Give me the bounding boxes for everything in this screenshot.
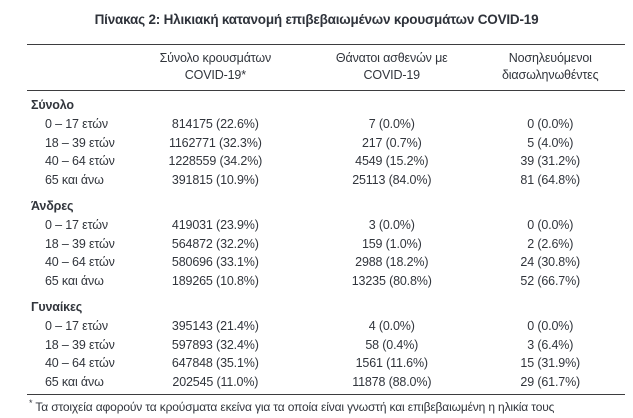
intubated-cell: 39 (31.2%) — [520, 154, 581, 168]
deaths-cell: 13235 (80.8%) — [351, 273, 432, 288]
age-cell: 0 – 17 ετών — [45, 319, 108, 333]
cases-cell: 564872 (32.2%) — [171, 236, 259, 251]
age-cell: 0 – 17 ετών — [45, 117, 108, 131]
deaths-cell: 25113 (84.0%) — [352, 172, 432, 187]
cases-cell: 202545 (11.0%) — [172, 374, 259, 389]
intubated-cell: 52 (66.7%) — [520, 273, 581, 288]
table-row: 65 και άνω 391815 (10.9%) 25113 (84.0%) 81 … — [27, 171, 625, 193]
table-row: 65 και άνω 202545 (11.0%) 11878 (88.0%) 29 … — [27, 373, 625, 395]
covid-age-table-wrap: Σύνολο κρουσμάτων COVID-19* Θάνατοι ασθε… — [27, 44, 625, 395]
section-header-row: Γυναίκες — [27, 293, 625, 317]
table-row: 18 – 39 ετών 564872 (32.2%) 159 (1.0%) 2 (2… — [27, 235, 625, 254]
header-empty-cell — [27, 45, 123, 91]
deaths-cell: 4549 (15.2%) — [355, 154, 429, 168]
cases-cell: 391815 (10.9%) — [171, 172, 259, 187]
header-total-cases-line1: Σύνολο κρουσμάτων — [159, 51, 272, 65]
cases-cell: 580696 (33.1%) — [171, 255, 259, 269]
cases-cell: 597893 (32.4%) — [171, 337, 259, 352]
header-intubated-line1: Νοσηλευόμενοι — [508, 51, 592, 65]
header-total-cases: Σύνολο κρουσμάτων COVID-19* — [123, 45, 308, 91]
age-cell: 40 – 64 ετών — [45, 356, 115, 370]
table-row: 0 – 17 ετών 814175 (22.6%) 7 (0.0%) 0 (0.0%… — [27, 115, 625, 134]
intubated-cell: 3 (6.4%) — [527, 337, 574, 352]
cases-cell: 1162771 (32.3%) — [168, 135, 262, 150]
header-deaths-line1: Θάνατοι ασθενών με — [335, 51, 448, 65]
deaths-cell: 1561 (11.6%) — [355, 356, 428, 370]
intubated-cell: 81 (64.8%) — [520, 172, 581, 187]
deaths-cell: 4 (0.0%) — [368, 319, 415, 333]
age-cell: 0 – 17 ετών — [45, 218, 108, 232]
section-label: Άνδρες — [31, 199, 74, 214]
header-intubated-line2: διασωληνωθέντες — [502, 68, 599, 82]
table-row: 65 και άνω 189265 (10.8%) 13235 (80.8%) 52 … — [27, 272, 625, 294]
table-row: 0 – 17 ετών 419031 (23.9%) 3 (0.0%) 0 (0.0%… — [27, 216, 625, 235]
section-label: Γυναίκες — [31, 300, 83, 315]
age-cell: 18 – 39 ετών — [45, 135, 115, 150]
table-body: Σύνολο 0 – 17 ετών 814175 (22.6%) 7 (0.0%) 0… — [27, 91, 625, 395]
age-cell: 40 – 64 ετών — [45, 154, 115, 168]
table-row: 40 – 64 ετών 580696 (33.1%) 2988 (18.2%) 24… — [27, 253, 625, 272]
age-cell: 18 – 39 ετών — [45, 337, 115, 352]
cases-cell: 1228559 (34.2%) — [168, 154, 263, 168]
intubated-cell: 24 (30.8%) — [520, 255, 581, 269]
age-cell: 18 – 39 ετών — [45, 236, 115, 251]
deaths-cell: 3 (0.0%) — [368, 218, 415, 232]
page-title: Πίνακας 2: Ηλικιακή κατανομή επιβεβαιωμέ… — [94, 12, 539, 27]
footnote: * Τα στοιχεία αφορούν τα κρούσματα εκείνα… — [29, 398, 633, 414]
section-header-row: Σύνολο — [27, 91, 625, 116]
table-row: 18 – 39 ετών 597893 (32.4%) 58 (0.4%) 3 (6.… — [27, 336, 625, 355]
table-row: 40 – 64 ετών 647848 (35.1%) 1561 (11.6%) 15… — [27, 354, 625, 373]
deaths-cell: 159 (1.0%) — [361, 236, 422, 251]
footnote-asterisk: * — [29, 398, 33, 408]
intubated-cell: 15 (31.9%) — [520, 356, 581, 370]
intubated-cell: 5 (4.0%) — [527, 135, 574, 150]
age-cell: 65 και άνω — [45, 273, 104, 288]
table-header: Σύνολο κρουσμάτων COVID-19* Θάνατοι ασθε… — [27, 44, 625, 91]
header-deaths-line2: COVID-19 — [363, 68, 421, 82]
intubated-cell: 0 (0.0%) — [527, 319, 574, 333]
deaths-cell: 11878 (88.0%) — [352, 374, 432, 389]
cases-cell: 395143 (21.4%) — [171, 319, 259, 333]
cases-cell: 647848 (35.1%) — [171, 356, 259, 370]
section-header-row: Άνδρες — [27, 192, 625, 216]
table-row: 0 – 17 ετών 395143 (21.4%) 4 (0.0%) 0 (0.0%… — [27, 317, 625, 336]
table-row: 40 – 64 ετών 1228559 (34.2%) 4549 (15.2%) 3… — [27, 152, 625, 171]
deaths-cell: 7 (0.0%) — [368, 117, 415, 131]
deaths-cell: 58 (0.4%) — [365, 337, 419, 352]
section-label: Σύνολο — [31, 98, 74, 113]
header-row: Σύνολο κρουσμάτων COVID-19* Θάνατοι ασθε… — [27, 44, 625, 91]
header-total-cases-line2: COVID-19* — [184, 68, 246, 82]
intubated-cell: 2 (2.6%) — [527, 236, 574, 251]
intubated-cell: 0 (0.0%) — [527, 218, 574, 232]
cases-cell: 189265 (10.8%) — [171, 273, 259, 288]
header-intubated: Νοσηλευόμενοι διασωληνωθέντες — [475, 45, 625, 91]
header-deaths: Θάνατοι ασθενών με COVID-19 — [308, 45, 475, 91]
cases-cell: 419031 (23.9%) — [171, 218, 259, 232]
intubated-cell: 29 (61.7%) — [520, 374, 581, 389]
age-cell: 65 και άνω — [45, 172, 104, 187]
deaths-cell: 217 (0.7%) — [361, 135, 422, 150]
age-cell: 40 – 64 ετών — [45, 255, 115, 269]
covid-age-table: Σύνολο κρουσμάτων COVID-19* Θάνατοι ασθε… — [27, 44, 625, 394]
table-bottom-rule — [27, 394, 625, 395]
footnote-text: Τα στοιχεία αφορούν τα κρούσματα εκείνα … — [35, 400, 555, 414]
intubated-cell: 0 (0.0%) — [527, 117, 574, 131]
age-cell: 65 και άνω — [45, 374, 104, 389]
table-row: 18 – 39 ετών 1162771 (32.3%) 217 (0.7%) 5 (… — [27, 134, 625, 153]
cases-cell: 814175 (22.6%) — [171, 117, 259, 131]
deaths-cell: 2988 (18.2%) — [355, 255, 429, 269]
